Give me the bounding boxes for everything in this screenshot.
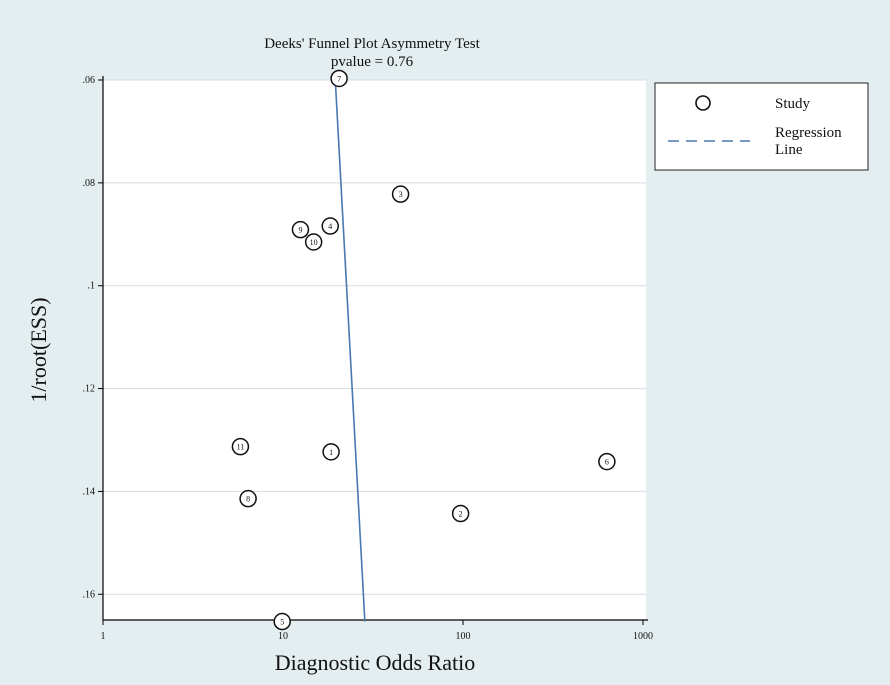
legend-study-marker-icon [695,95,711,111]
chart-subtitle: pvalue = 0.76 [331,54,414,70]
study-point-marker [273,612,291,631]
study-point-marker [451,504,470,523]
study-point-marker [291,220,310,239]
study-point-label: 5 [280,618,284,627]
regression-line [334,78,366,622]
study-point: 11 [231,437,250,456]
study-point-marker [304,233,323,251]
study-point: 6 [598,452,616,471]
study-point: 10 [304,233,323,251]
x-tick-label: 1000 [633,631,653,642]
study-point: 7 [330,69,348,88]
study-point-label: 7 [337,74,341,83]
study-point-marker [598,452,616,471]
study-point-label: 9 [298,226,302,235]
study-point-marker [322,443,340,461]
y-tick-label: .06 [83,75,96,86]
y-tick-label: .14 [83,486,96,497]
study-point-label: 6 [605,458,609,467]
regression-line-group [334,78,366,622]
plot-area [103,80,646,620]
y-tick-label: .08 [83,178,96,189]
y-tick-label: .12 [83,384,96,395]
study-point: 9 [291,220,310,239]
gridlines [103,79,646,595]
study-point-label: 8 [246,495,250,504]
study-point-marker [239,489,257,508]
study-points: 1 2 3 4 5 6 7 8 9 10 11 [231,69,616,631]
legend-regression-label: Regression Line [775,125,842,158]
study-point-label: 10 [310,238,318,247]
study-point-label: 3 [399,190,403,199]
study-point: 1 [322,443,340,461]
y-tick-label: .16 [83,589,96,600]
legend-regression-label-line: Line [775,142,803,158]
y-tick-label: .1 [88,281,96,292]
study-point: 3 [391,185,410,203]
study-point: 5 [273,612,291,631]
study-point-label: 4 [328,222,332,231]
study-point-label: 11 [237,443,245,452]
x-tick-label: 100 [456,631,471,642]
x-tick-label: 10 [278,631,288,642]
study-point-marker [391,185,410,203]
legend-box [654,82,869,171]
study-point: 2 [451,504,470,523]
study-point-marker [321,217,339,235]
study-point: 4 [321,217,339,235]
legend: Study Regression Line [654,82,869,171]
x-tick-label: 1 [101,631,106,642]
x-axis-title: Diagnostic Odds Ratio [275,650,475,675]
x-ticks: 1 10 100 1000 [101,620,653,642]
y-ticks: .06 .08 .1 .12 .14 .16 [83,75,103,600]
study-point: 8 [239,489,257,508]
y-axis-title: 1/root(ESS) [26,297,51,402]
chart-title: Deeks' Funnel Plot Asymmetry Test [264,36,480,52]
study-point-label: 1 [329,448,333,457]
legend-study-label: Study [775,96,811,112]
legend-regression-label-line: Regression [775,125,842,141]
study-point-label: 2 [459,510,463,519]
study-point-marker [231,437,250,456]
study-point-marker [330,69,348,88]
